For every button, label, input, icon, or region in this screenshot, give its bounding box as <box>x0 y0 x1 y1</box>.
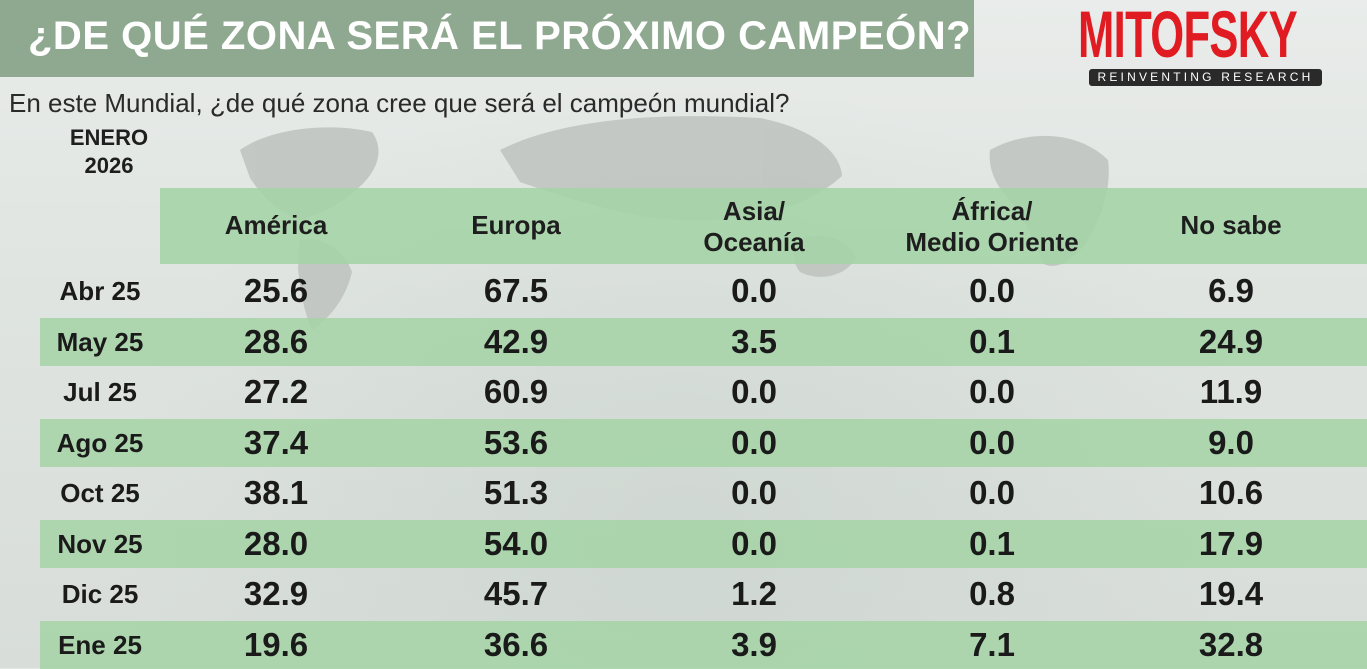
row-label: Ago 25 <box>56 428 144 458</box>
table-cell: 1.2 <box>731 575 777 612</box>
row-label: Jul 25 <box>63 377 137 407</box>
table-cell: 17.9 <box>1198 525 1264 562</box>
table-cell: 0.0 <box>731 373 777 410</box>
table-cell: 0.0 <box>731 272 777 309</box>
table-cell: 38.1 <box>243 474 309 511</box>
title-band: ¿DE QUÉ ZONA SERÁ EL PRÓXIMO CAMPEÓN? <box>0 0 974 77</box>
column-header-line1: Europa <box>471 210 561 240</box>
row-label: Nov 25 <box>57 529 143 559</box>
column-header-line1: No sabe <box>1180 210 1282 240</box>
table-cell: 54.0 <box>483 525 549 562</box>
column-header-line1: Asia/ <box>722 196 786 226</box>
table-cell: 19.6 <box>243 626 309 663</box>
table-cell: 37.4 <box>243 424 309 461</box>
table-row: May 25 28.6 42.9 3.5 0.1 24.9 <box>0 318 1367 366</box>
table-cell: 36.6 <box>483 626 549 663</box>
column-header: África/Medio Oriente <box>862 196 1122 258</box>
table-cell: 67.5 <box>483 272 549 309</box>
table-cell: 11.9 <box>1199 373 1263 410</box>
column-header-line2: Oceanía <box>703 227 805 257</box>
brand-tagline: REINVENTING RESEARCH <box>1089 69 1322 86</box>
brand-logo: MITOFSKY <box>1078 0 1298 71</box>
table-row: Ene 25 19.6 36.6 3.9 7.1 32.8 <box>0 621 1367 669</box>
table-cell: 0.1 <box>969 525 1015 562</box>
row-label: Ene 25 <box>58 630 142 660</box>
table-cell: 60.9 <box>483 373 549 410</box>
table-cell: 9.0 <box>1208 424 1254 461</box>
table-row: Dic 25 32.9 45.7 1.2 0.8 19.4 <box>0 570 1367 618</box>
table-cell: 7.1 <box>969 626 1015 663</box>
row-label: May 25 <box>56 327 144 357</box>
table-row: Oct 25 38.1 51.3 0.0 0.0 10.6 <box>0 469 1367 517</box>
table-cell: 0.1 <box>969 323 1015 360</box>
table-row: Ago 25 37.4 53.6 0.0 0.0 9.0 <box>0 419 1367 467</box>
table-cell: 0.0 <box>969 474 1015 511</box>
table-cell: 19.4 <box>1198 575 1264 612</box>
table-row: Nov 25 28.0 54.0 0.0 0.1 17.9 <box>0 520 1367 568</box>
table-cell: 32.9 <box>243 575 309 612</box>
row-label: Dic 25 <box>61 579 139 609</box>
table-cell: 51.3 <box>483 474 549 511</box>
row-label: Oct 25 <box>60 478 140 508</box>
column-header-line2: Medio Oriente <box>905 227 1079 257</box>
table-row: Jul 25 27.2 60.9 0.0 0.0 11.9 <box>0 368 1367 416</box>
table-cell: 0.0 <box>969 272 1015 309</box>
table-row: Abr 25 25.6 67.5 0.0 0.0 6.9 <box>0 267 1367 315</box>
table-cell: 0.8 <box>969 575 1015 612</box>
table-cell: 6.9 <box>1208 272 1254 309</box>
table-cell: 10.6 <box>1198 474 1264 511</box>
table-cell: 24.9 <box>1198 323 1264 360</box>
survey-question: En este Mundial, ¿de qué zona cree que s… <box>9 88 790 118</box>
table-cell: 0.0 <box>731 525 777 562</box>
column-header-band <box>160 188 1367 264</box>
column-header: Asia/Oceanía <box>624 196 884 258</box>
column-header-line1: América <box>224 210 328 240</box>
column-header: Europa <box>386 210 646 241</box>
table-cell: 32.8 <box>1198 626 1264 663</box>
table-cell: 25.6 <box>243 272 309 309</box>
table-cell: 28.6 <box>243 323 309 360</box>
table-cell: 45.7 <box>483 575 549 612</box>
column-header: No sabe <box>1101 210 1361 241</box>
table-cell: 0.0 <box>969 373 1015 410</box>
row-label: Abr 25 <box>59 276 141 306</box>
table-cell: 0.0 <box>731 474 777 511</box>
period-year: 2026 <box>84 153 134 178</box>
table-cell: 28.0 <box>243 525 309 562</box>
table-cell: 3.9 <box>731 626 777 663</box>
table-cell: 3.5 <box>731 323 777 360</box>
period-month: ENERO <box>69 125 149 150</box>
table-cell: 27.2 <box>243 373 309 410</box>
table-cell: 42.9 <box>483 323 549 360</box>
column-header: América <box>146 210 406 241</box>
table-cell: 0.0 <box>969 424 1015 461</box>
page-title: ¿DE QUÉ ZONA SERÁ EL PRÓXIMO CAMPEÓN? <box>28 14 972 58</box>
table-cell: 53.6 <box>483 424 549 461</box>
period-label: ENERO 2026 <box>44 124 174 180</box>
table-cell: 0.0 <box>731 424 777 461</box>
column-header-line1: África/ <box>951 196 1033 226</box>
